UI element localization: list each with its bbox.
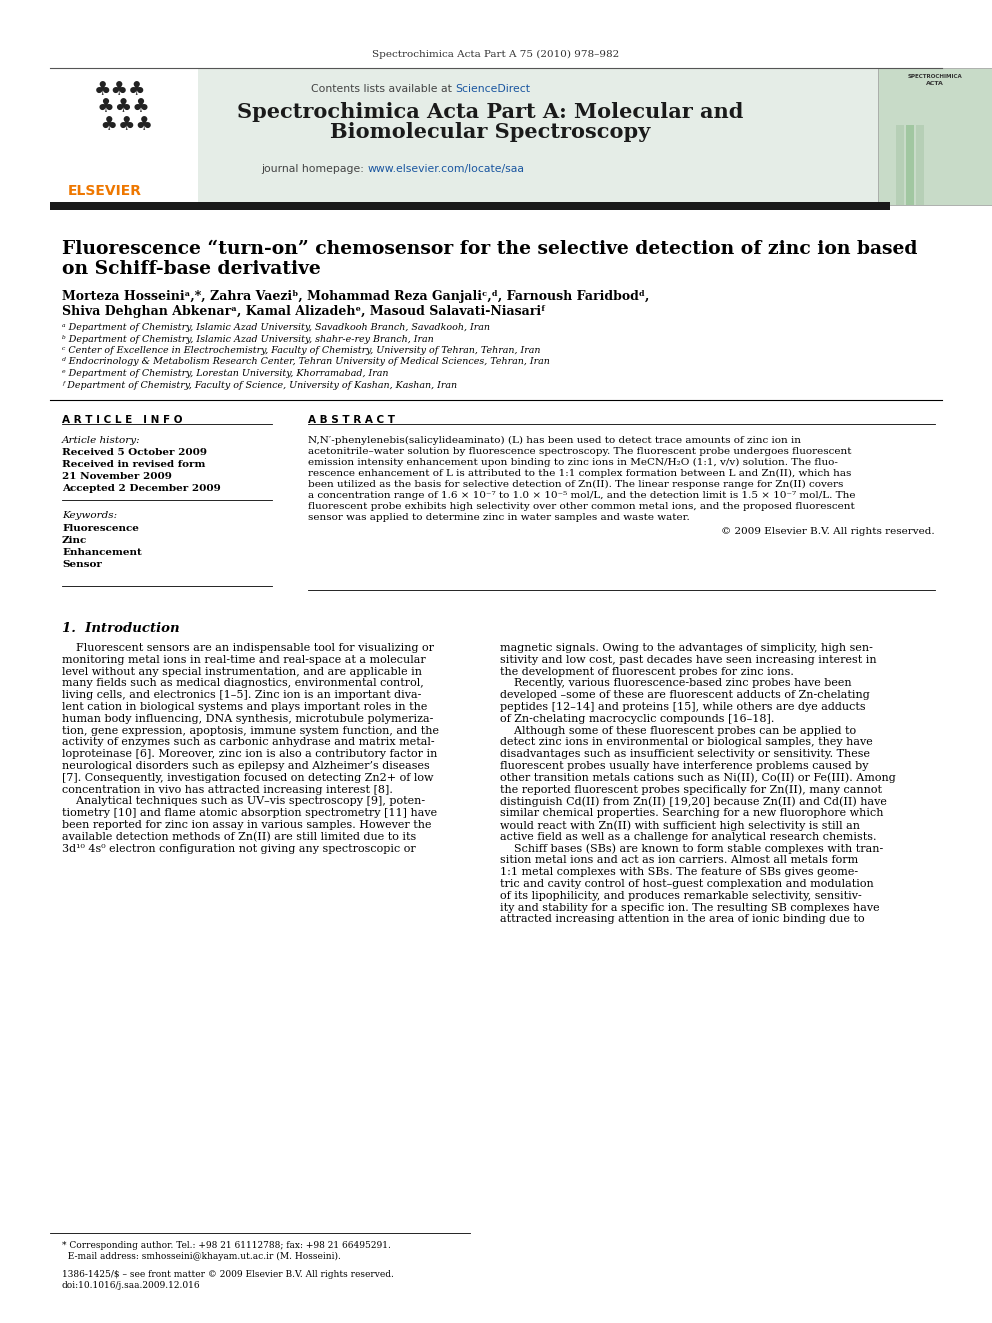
Text: other transition metals cations such as Ni(II), Co(II) or Fe(III). Among: other transition metals cations such as … xyxy=(500,773,896,783)
Text: level without any special instrumentation, and are applicable in: level without any special instrumentatio… xyxy=(62,667,422,676)
Text: monitoring metal ions in real-time and real-space at a molecular: monitoring metal ions in real-time and r… xyxy=(62,655,426,664)
Text: available detection methods of Zn(II) are still limited due to its: available detection methods of Zn(II) ar… xyxy=(62,832,417,843)
Text: ᶠ Department of Chemistry, Faculty of Science, University of Kashan, Kashan, Ira: ᶠ Department of Chemistry, Faculty of Sc… xyxy=(62,381,457,389)
Text: developed –some of these are fluorescent adducts of Zn-chelating: developed –some of these are fluorescent… xyxy=(500,691,870,700)
Text: emission intensity enhancement upon binding to zinc ions in MeCN/H₂O (1:1, v/v) : emission intensity enhancement upon bind… xyxy=(308,458,838,467)
Text: active field as well as a challenge for analytical research chemists.: active field as well as a challenge for … xyxy=(500,832,877,841)
Text: ELSEVIER: ELSEVIER xyxy=(68,184,142,198)
Text: human body influencing, DNA synthesis, microtubule polymeriza-: human body influencing, DNA synthesis, m… xyxy=(62,714,434,724)
Text: www.elsevier.com/locate/saa: www.elsevier.com/locate/saa xyxy=(368,164,525,175)
Text: © 2009 Elsevier B.V. All rights reserved.: © 2009 Elsevier B.V. All rights reserved… xyxy=(721,527,935,536)
Text: Received in revised form: Received in revised form xyxy=(62,460,205,468)
Text: Biomolecular Spectroscopy: Biomolecular Spectroscopy xyxy=(330,122,650,142)
Text: A R T I C L E   I N F O: A R T I C L E I N F O xyxy=(62,415,183,425)
Text: of its lipophilicity, and produces remarkable selectivity, sensitiv-: of its lipophilicity, and produces remar… xyxy=(500,890,862,901)
Bar xyxy=(906,124,914,205)
Text: 1386-1425/$ – see front matter © 2009 Elsevier B.V. All rights reserved.: 1386-1425/$ – see front matter © 2009 El… xyxy=(62,1270,394,1279)
Text: fluorescent probe exhibits high selectivity over other common metal ions, and th: fluorescent probe exhibits high selectiv… xyxy=(308,501,855,511)
Text: ᵈ Endocrinology & Metabolism Research Center, Tehran University of Medical Scien: ᵈ Endocrinology & Metabolism Research Ce… xyxy=(62,357,550,366)
Text: concentration in vivo has attracted increasing interest [8].: concentration in vivo has attracted incr… xyxy=(62,785,393,795)
Text: [7]. Consequently, investigation focused on detecting Zn2+ of low: [7]. Consequently, investigation focused… xyxy=(62,773,434,783)
Bar xyxy=(916,124,924,205)
Text: distinguish Cd(II) from Zn(II) [19,20] because Zn(II) and Cd(II) have: distinguish Cd(II) from Zn(II) [19,20] b… xyxy=(500,796,887,807)
Text: a concentration range of 1.6 × 10⁻⁷ to 1.0 × 10⁻⁵ mol/L, and the detection limit: a concentration range of 1.6 × 10⁻⁷ to 1… xyxy=(308,491,855,500)
Text: the development of fluorescent probes for zinc ions.: the development of fluorescent probes fo… xyxy=(500,667,794,676)
Text: attracted increasing attention in the area of ionic binding due to: attracted increasing attention in the ar… xyxy=(500,914,865,925)
Text: 1.  Introduction: 1. Introduction xyxy=(62,622,180,635)
Text: Received 5 October 2009: Received 5 October 2009 xyxy=(62,448,207,456)
Text: loproteinase [6]. Moreover, zinc ion is also a contributory factor in: loproteinase [6]. Moreover, zinc ion is … xyxy=(62,749,437,759)
Text: peptides [12–14] and proteins [15], while others are dye adducts: peptides [12–14] and proteins [15], whil… xyxy=(500,703,866,712)
Text: would react with Zn(II) with sufficient high selectivity is still an: would react with Zn(II) with sufficient … xyxy=(500,820,860,831)
Text: N,N′-phenylenebis(salicylideaminato) (L) has been used to detect trace amounts o: N,N′-phenylenebis(salicylideaminato) (L)… xyxy=(308,437,801,445)
Bar xyxy=(50,67,198,205)
Text: journal homepage:: journal homepage: xyxy=(262,164,368,175)
Text: Article history:: Article history: xyxy=(62,437,141,445)
Bar xyxy=(886,124,894,205)
Text: Accepted 2 December 2009: Accepted 2 December 2009 xyxy=(62,484,221,493)
Text: sensor was applied to determine zinc in water samples and waste water.: sensor was applied to determine zinc in … xyxy=(308,513,689,523)
Text: Recently, various fluorescence-based zinc probes have been: Recently, various fluorescence-based zin… xyxy=(500,679,851,688)
Bar xyxy=(50,202,890,210)
Text: doi:10.1016/j.saa.2009.12.016: doi:10.1016/j.saa.2009.12.016 xyxy=(62,1281,200,1290)
Text: Zinc: Zinc xyxy=(62,536,87,545)
Text: been utilized as the basis for selective detection of Zn(II). The linear respons: been utilized as the basis for selective… xyxy=(308,480,843,490)
Text: Spectrochimica Acta Part A: Molecular and: Spectrochimica Acta Part A: Molecular an… xyxy=(237,102,743,122)
Text: ᵉ Department of Chemistry, Lorestan University, Khorramabad, Iran: ᵉ Department of Chemistry, Lorestan Univ… xyxy=(62,369,389,378)
Text: Morteza Hosseiniᵃ,*, Zahra Vaeziᵇ, Mohammad Reza Ganjaliᶜ,ᵈ, Farnoush Faridbodᵈ,: Morteza Hosseiniᵃ,*, Zahra Vaeziᵇ, Moham… xyxy=(62,290,650,303)
Text: Contents lists available at: Contents lists available at xyxy=(310,83,455,94)
Text: ity and stability for a specific ion. The resulting SB complexes have: ity and stability for a specific ion. Th… xyxy=(500,902,880,913)
Text: magnetic signals. Owing to the advantages of simplicity, high sen-: magnetic signals. Owing to the advantage… xyxy=(500,643,873,654)
Text: been reported for zinc ion assay in various samples. However the: been reported for zinc ion assay in vari… xyxy=(62,820,432,830)
Text: SPECTROCHIMICA: SPECTROCHIMICA xyxy=(908,74,962,79)
Bar xyxy=(926,124,934,205)
Text: Fluorescence: Fluorescence xyxy=(62,524,139,533)
Text: similar chemical properties. Searching for a new fluorophore which: similar chemical properties. Searching f… xyxy=(500,808,884,818)
Text: tiometry [10] and flame atomic absorption spectrometry [11] have: tiometry [10] and flame atomic absorptio… xyxy=(62,808,437,818)
Text: living cells, and electronics [1–5]. Zinc ion is an important diva-: living cells, and electronics [1–5]. Zin… xyxy=(62,691,422,700)
Text: acetonitrile–water solution by fluorescence spectroscopy. The fluorescent probe : acetonitrile–water solution by fluoresce… xyxy=(308,447,851,456)
Text: lent cation in biological systems and plays important roles in the: lent cation in biological systems and pl… xyxy=(62,703,428,712)
Text: rescence enhancement of L is attributed to the 1:1 complex formation between L a: rescence enhancement of L is attributed … xyxy=(308,468,851,478)
Text: Keywords:: Keywords: xyxy=(62,511,117,520)
Text: many fields such as medical diagnostics, environmental control,: many fields such as medical diagnostics,… xyxy=(62,679,424,688)
Bar xyxy=(896,124,904,205)
Text: ScienceDirect: ScienceDirect xyxy=(455,83,530,94)
Text: detect zinc ions in environmental or biological samples, they have: detect zinc ions in environmental or bio… xyxy=(500,737,873,747)
Text: Analytical techniques such as UV–vis spectroscopy [9], poten-: Analytical techniques such as UV–vis spe… xyxy=(62,796,426,807)
Text: * Corresponding author. Tel.: +98 21 61112788; fax: +98 21 66495291.: * Corresponding author. Tel.: +98 21 611… xyxy=(62,1241,391,1250)
Text: 1:1 metal complexes with SBs. The feature of SBs gives geome-: 1:1 metal complexes with SBs. The featur… xyxy=(500,867,858,877)
Text: Although some of these fluorescent probes can be applied to: Although some of these fluorescent probe… xyxy=(500,725,856,736)
Text: ᵃ Department of Chemistry, Islamic Azad University, Savadkooh Branch, Savadkooh,: ᵃ Department of Chemistry, Islamic Azad … xyxy=(62,323,490,332)
Text: sition metal ions and act as ion carriers. Almost all metals form: sition metal ions and act as ion carrier… xyxy=(500,856,858,865)
Text: Sensor: Sensor xyxy=(62,560,102,569)
Text: on Schiff-base derivative: on Schiff-base derivative xyxy=(62,261,320,278)
Text: 21 November 2009: 21 November 2009 xyxy=(62,472,172,482)
Text: ACTA: ACTA xyxy=(927,81,944,86)
Bar xyxy=(50,67,890,205)
Text: Fluorescent sensors are an indispensable tool for visualizing or: Fluorescent sensors are an indispensable… xyxy=(62,643,434,654)
Text: the reported fluorescent probes specifically for Zn(II), many cannot: the reported fluorescent probes specific… xyxy=(500,785,882,795)
Text: ♣♣♣
 ♣♣♣
  ♣♣♣: ♣♣♣ ♣♣♣ ♣♣♣ xyxy=(87,79,153,134)
Text: ᵇ Department of Chemistry, Islamic Azad University, shahr-e-rey Branch, Iran: ᵇ Department of Chemistry, Islamic Azad … xyxy=(62,335,434,344)
Text: Spectrochimica Acta Part A 75 (2010) 978–982: Spectrochimica Acta Part A 75 (2010) 978… xyxy=(372,50,620,60)
Text: of Zn-chelating macrocyclic compounds [16–18].: of Zn-chelating macrocyclic compounds [1… xyxy=(500,714,775,724)
Text: Fluorescence “turn-on” chemosensor for the selective detection of zinc ion based: Fluorescence “turn-on” chemosensor for t… xyxy=(62,239,918,258)
Text: ᶜ Center of Excellence in Electrochemistry, Faculty of Chemistry, University of : ᶜ Center of Excellence in Electrochemist… xyxy=(62,347,541,355)
Text: disadvantages such as insufficient selectivity or sensitivity. These: disadvantages such as insufficient selec… xyxy=(500,749,870,759)
Text: 3d¹⁰ 4s⁰ electron configuration not giving any spectroscopic or: 3d¹⁰ 4s⁰ electron configuration not givi… xyxy=(62,844,416,853)
Text: activity of enzymes such as carbonic anhydrase and matrix metal-: activity of enzymes such as carbonic anh… xyxy=(62,737,434,747)
Bar xyxy=(878,67,992,205)
Text: fluorescent probes usually have interference problems caused by: fluorescent probes usually have interfer… xyxy=(500,761,869,771)
Text: sitivity and low cost, past decades have seen increasing interest in: sitivity and low cost, past decades have… xyxy=(500,655,877,664)
Text: Enhancement: Enhancement xyxy=(62,548,142,557)
Text: Schiff bases (SBs) are known to form stable complexes with tran-: Schiff bases (SBs) are known to form sta… xyxy=(500,844,883,855)
Text: neurological disorders such as epilepsy and Alzheimer’s diseases: neurological disorders such as epilepsy … xyxy=(62,761,430,771)
Text: Shiva Dehghan Abkenarᵃ, Kamal Alizadehᵉ, Masoud Salavati-Niasariᶠ: Shiva Dehghan Abkenarᵃ, Kamal Alizadehᵉ,… xyxy=(62,306,546,318)
Text: E-mail address: smhosseini@khayam.ut.ac.ir (M. Hosseini).: E-mail address: smhosseini@khayam.ut.ac.… xyxy=(62,1252,341,1261)
Text: A B S T R A C T: A B S T R A C T xyxy=(308,415,395,425)
Text: tric and cavity control of host–guest complexation and modulation: tric and cavity control of host–guest co… xyxy=(500,878,874,889)
Text: tion, gene expression, apoptosis, immune system function, and the: tion, gene expression, apoptosis, immune… xyxy=(62,725,439,736)
